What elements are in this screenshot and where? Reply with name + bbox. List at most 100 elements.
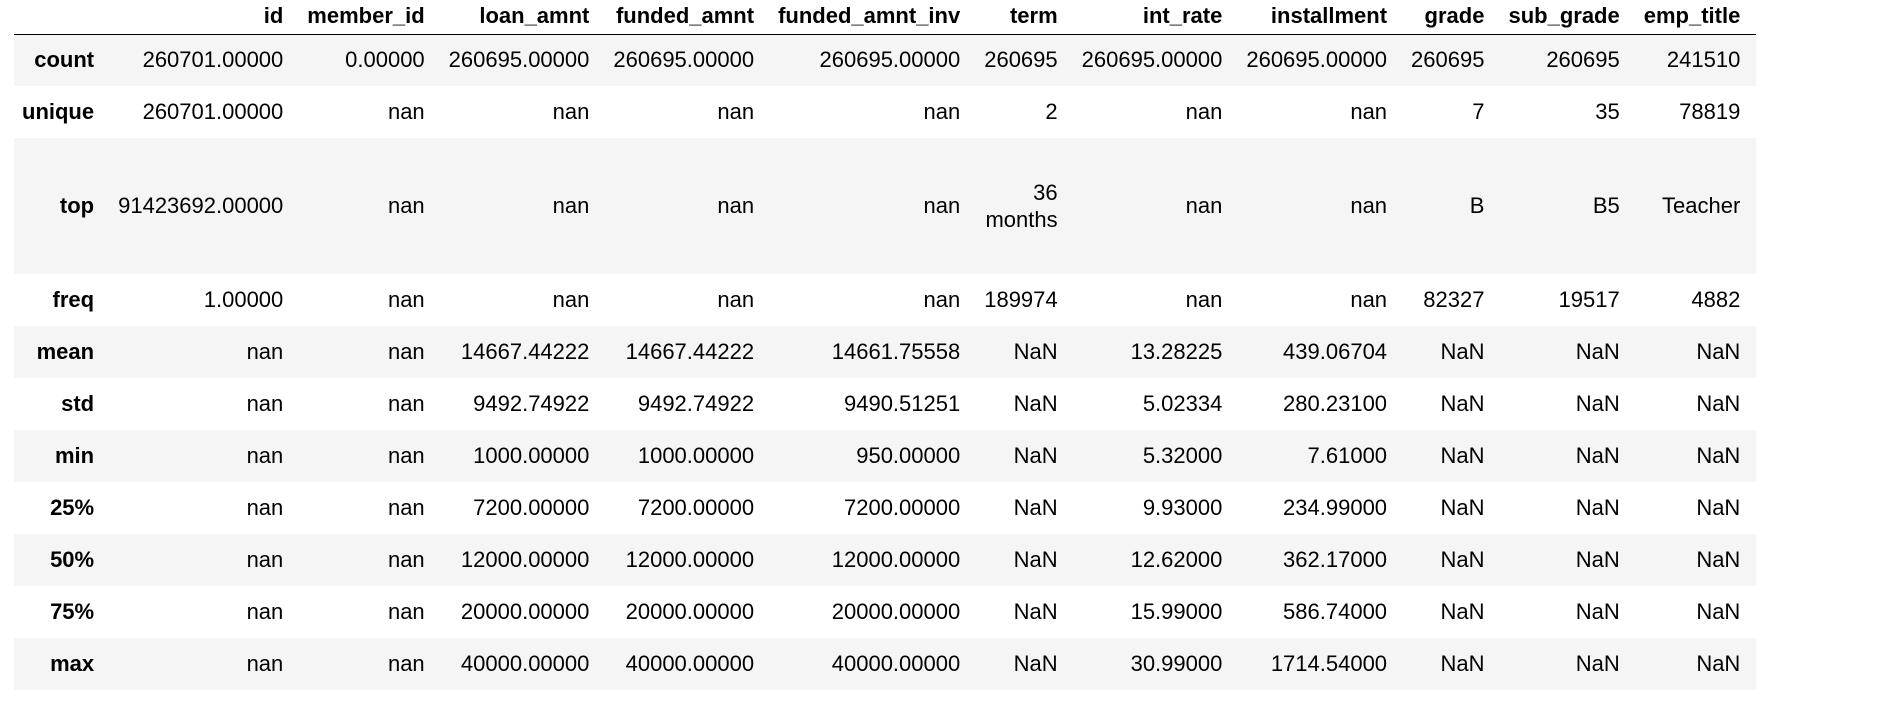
table-cell: 260695.00000 [448, 47, 590, 73]
column-header-funded-amnt: funded_amnt [605, 0, 771, 35]
table-cell: nan [717, 193, 755, 218]
table-cell: NaN [1440, 391, 1485, 416]
row-label: std [61, 391, 95, 416]
table-cell: nan [246, 651, 284, 676]
table-cell: nan [923, 287, 961, 312]
table-cell: 78819 [1679, 99, 1741, 124]
table-cell: 35 [1595, 99, 1620, 124]
table-cell: 586.74000 [1283, 599, 1388, 624]
table-cell: nan [923, 99, 961, 124]
table-cell: nan [717, 287, 755, 312]
row-label: max [50, 651, 95, 676]
table-cell: 1714.54000 [1270, 651, 1388, 676]
table-row: count 260701.00000 0.00000 260695.00000 2606… [14, 34, 1757, 86]
table-cell: Teacher [1662, 193, 1741, 218]
table-cell: nan [552, 287, 590, 312]
table-cell: 362.17000 [1283, 547, 1388, 572]
table-cell: 260695 [1546, 47, 1620, 73]
table-row: std nan nan 9492.74922 9492.74922 9490.51251 N… [14, 378, 1757, 430]
table-cell: nan [552, 193, 590, 218]
table-cell: 15.99000 [1130, 599, 1223, 624]
table-cell: 5.02334 [1142, 391, 1223, 416]
describe-table: id member_id loan_amnt funded_amnt funded_am… [14, 0, 1757, 690]
column-header-funded-amnt-inv: funded_amnt_inv [770, 0, 977, 35]
table-cell: nan [923, 193, 961, 218]
table-cell: 260695.00000 [1081, 47, 1223, 73]
table-cell: NaN [1575, 443, 1620, 468]
table-cell: nan [387, 391, 425, 416]
table-cell: nan [387, 339, 425, 364]
table-cell: nan [246, 443, 284, 468]
table-cell: NaN [1013, 391, 1058, 416]
table-row: freq 1.00000 nan nan nan nan 189974 nan nan 82327… [14, 274, 1757, 326]
table-cell: 5.32000 [1142, 443, 1223, 468]
table-cell: NaN [1575, 391, 1620, 416]
table-row: mean nan nan 14667.44222 14667.44222 14661.75… [14, 326, 1757, 378]
table-cell: nan [246, 495, 284, 520]
table-body: count 260701.00000 0.00000 260695.00000 2606… [14, 34, 1757, 690]
table-cell: NaN [1440, 339, 1485, 364]
table-cell: 260695.00000 [613, 47, 755, 73]
table-cell: 12000.00000 [831, 547, 961, 572]
table-cell: nan [1185, 193, 1223, 218]
table-cell: 439.06704 [1283, 339, 1388, 364]
table-cell: 280.23100 [1283, 391, 1388, 416]
column-header-sub-grade: sub_grade [1500, 0, 1636, 35]
table-cell: 189974 [984, 287, 1058, 312]
table-cell: nan [1185, 287, 1223, 312]
table-cell: nan [246, 391, 284, 416]
table-cell: nan [387, 599, 425, 624]
table-cell: nan [1350, 287, 1388, 312]
table-cell: nan [387, 495, 425, 520]
table-cell: NaN [1696, 443, 1741, 468]
table-cell: 7200.00000 [637, 495, 755, 520]
row-label: count [34, 47, 95, 73]
column-header-installment: installment [1238, 0, 1404, 35]
table-cell: 241510 [1666, 47, 1741, 73]
table-cell: NaN [1696, 599, 1741, 624]
column-header-member-id: member_id [299, 0, 441, 35]
table-cell: 9492.74922 [473, 391, 590, 416]
table-cell: nan [246, 339, 284, 364]
table-cell: 12.62000 [1130, 547, 1223, 572]
table-cell: 40000.00000 [625, 651, 755, 676]
table-cell: 1000.00000 [473, 443, 590, 468]
table-cell: NaN [1575, 651, 1620, 676]
table-cell: 12000.00000 [460, 547, 590, 572]
table-cell: 14661.75558 [831, 339, 961, 364]
table-cell: 260695.00000 [819, 47, 961, 73]
table-cell: nan [387, 193, 425, 218]
table-cell: 2 [1045, 99, 1058, 124]
table-cell: nan [246, 547, 284, 572]
table-cell: NaN [1696, 651, 1741, 676]
row-label: 50% [50, 547, 95, 572]
table-cell: NaN [1013, 339, 1058, 364]
table-cell: 4882 [1691, 287, 1741, 312]
table-row: 50% nan nan 12000.00000 12000.00000 12000.000… [14, 534, 1757, 586]
table-cell: nan [387, 443, 425, 468]
table-cell: B5 [1592, 193, 1620, 218]
table-cell: 260695 [1411, 47, 1485, 73]
table-cell: NaN [1575, 339, 1620, 364]
table-row: min nan nan 1000.00000 1000.00000 950.00000 Na… [14, 430, 1757, 482]
table-cell: nan [246, 599, 284, 624]
table-cell: NaN [1575, 495, 1620, 520]
table-cell: NaN [1440, 443, 1485, 468]
table-cell: NaN [1575, 599, 1620, 624]
table-cell: 9.93000 [1142, 495, 1223, 520]
table-row: unique 260701.00000 nan nan nan nan 2 nan nan 7 35… [14, 86, 1757, 138]
row-label: freq [52, 287, 95, 312]
table-cell: nan [387, 651, 425, 676]
table-cell: NaN [1013, 443, 1058, 468]
row-label: top [59, 193, 95, 218]
table-cell: NaN [1575, 547, 1620, 572]
table-cell: 260695 [984, 47, 1058, 73]
table-cell: NaN [1013, 547, 1058, 572]
table-cell: NaN [1013, 651, 1058, 676]
table-cell: 14667.44222 [460, 339, 590, 364]
table-cell: 40000.00000 [831, 651, 961, 676]
row-label: 25% [50, 495, 95, 520]
table-cell: 0.00000 [345, 47, 425, 73]
table-cell: nan [387, 99, 425, 124]
